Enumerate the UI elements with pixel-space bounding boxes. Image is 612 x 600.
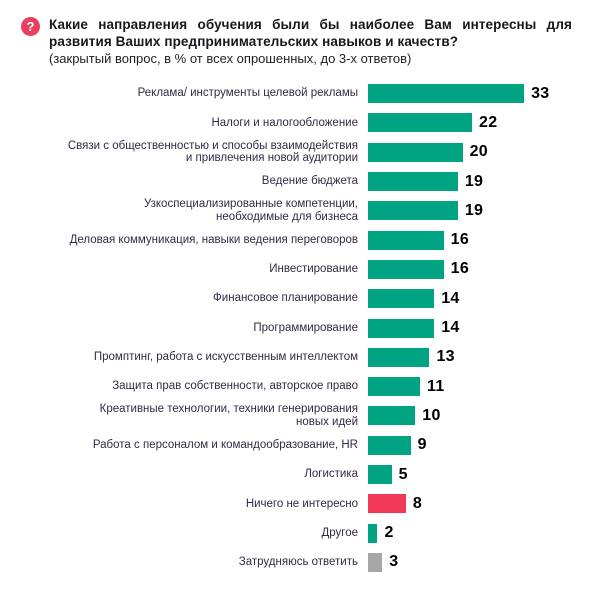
bar-value: 14 — [441, 319, 460, 337]
bar-value: 16 — [450, 231, 470, 249]
bar-label: Деловая коммуникация, навыки ведения пер… — [69, 233, 358, 246]
bar-value: 2 — [384, 524, 394, 542]
bar-value: 10 — [422, 406, 441, 424]
chart-row: Работа с персоналом и командообразование… — [0, 431, 612, 460]
bar — [368, 465, 392, 484]
bar-value: 33 — [531, 84, 550, 102]
chart-row: Затрудняюсь ответить 3 — [0, 548, 612, 577]
bar — [368, 494, 406, 514]
chart-title: Какие направления обучения были бы наибо… — [49, 17, 572, 49]
bar-label: Ведение бюджета — [261, 175, 358, 188]
bar — [368, 142, 463, 162]
bar — [368, 552, 383, 572]
bar-value: 3 — [389, 553, 399, 571]
bar-label: Связи с общественностью и способы взаимо… — [67, 139, 358, 165]
bar-value: 9 — [417, 436, 427, 454]
bar — [368, 230, 444, 250]
bar-label: Работа с персоналом и командообразование… — [92, 438, 358, 451]
chart-row: Деловая коммуникация, навыки ведения пер… — [0, 225, 612, 254]
bar-value: 19 — [464, 201, 484, 219]
bar — [368, 406, 416, 426]
bar-label: Защита прав собственности, авторское пра… — [112, 380, 358, 393]
bar — [368, 172, 458, 192]
chart-row: Инвестирование 16 — [0, 255, 612, 284]
chart-row: Промптинг, работа с искусственным интелл… — [0, 343, 612, 372]
bar-value: 16 — [450, 260, 470, 278]
chart-row: Связи с общественностью и способы взаимо… — [0, 138, 612, 167]
bar — [368, 289, 435, 309]
bar-chart: Реклама/ инструменты целевой рекламы 33 На… — [0, 79, 612, 577]
bar — [368, 435, 411, 455]
bar-label: Реклама/ инструменты целевой рекламы — [137, 87, 358, 100]
chart-row: Программирование 14 — [0, 313, 612, 342]
bar-value: 11 — [427, 377, 445, 395]
chart-row: Креативные технологии, техники генериров… — [0, 401, 612, 430]
chart-row: Логистика 5 — [0, 460, 612, 489]
bar — [368, 84, 525, 104]
bar-label: Программирование — [253, 321, 358, 334]
bar-value: 13 — [436, 348, 455, 366]
bar-label: Затрудняюсь ответить — [238, 556, 358, 569]
bar-value: 19 — [464, 172, 484, 190]
bar-value: 20 — [469, 143, 488, 161]
bar-label: Другое — [321, 526, 358, 539]
bar — [368, 318, 435, 338]
chart-row: Финансовое планирование 14 — [0, 284, 612, 313]
bar-value: 22 — [479, 113, 498, 131]
bar — [368, 347, 430, 367]
bar-value: 8 — [412, 494, 423, 512]
chart-row: Узкоспециализированные компетенции, необ… — [0, 196, 612, 225]
bar-label: Финансовое планирование — [213, 292, 358, 305]
chart-subtitle: (закрытый вопрос, в % от всех опрошенных… — [49, 51, 412, 66]
chart-row: Ведение бюджета 19 — [0, 167, 612, 196]
chart-row: Ничего не интересно 8 — [0, 489, 612, 518]
bar-value: 5 — [398, 465, 408, 483]
bar-label: Узкоспециализированные компетенции, необ… — [143, 198, 358, 223]
chart-row: Защита прав собственности, авторское пра… — [0, 372, 612, 401]
bar-label: Креативные технологии, техники генериров… — [99, 403, 358, 428]
bar-label: Инвестирование — [269, 263, 358, 276]
bar-label: Ничего не интересно — [245, 497, 358, 510]
chart-row: Налоги и налогообложение 22 — [0, 108, 612, 137]
bar — [368, 377, 421, 397]
question-mark-icon: ? — [21, 17, 40, 36]
bar — [368, 113, 473, 133]
bar-label: Налоги и налогообложение — [211, 116, 358, 129]
bar — [368, 259, 444, 279]
bar-label: Промптинг, работа с искусственным интелл… — [93, 351, 358, 364]
bar-label: Логистика — [304, 468, 358, 481]
chart-header: Какие направления обучения были бы наибо… — [0, 0, 612, 67]
chart-row: Реклама/ инструменты целевой рекламы 33 — [0, 79, 612, 108]
bar — [368, 201, 458, 221]
chart-row: Другое 2 — [0, 518, 612, 547]
bar-value: 14 — [441, 289, 460, 307]
bar — [368, 523, 378, 543]
